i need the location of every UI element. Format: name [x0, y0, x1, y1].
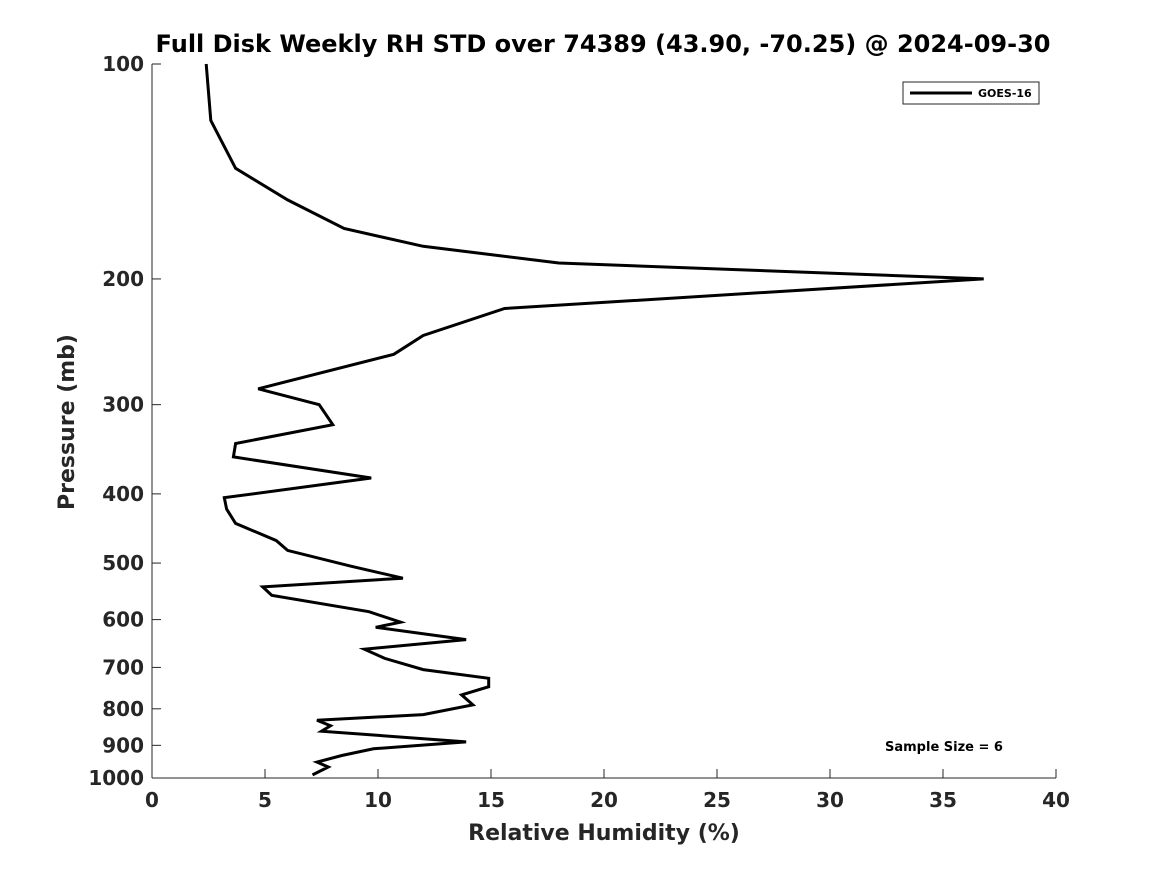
- y-tick-label: 400: [102, 482, 144, 506]
- x-tick-label: 5: [258, 788, 272, 812]
- x-tick-label: 30: [816, 788, 844, 812]
- sample-size-annotation: Sample Size = 6: [885, 740, 1003, 755]
- chart-title: Full Disk Weekly RH STD over 74389 (43.9…: [156, 30, 1051, 58]
- y-tick-label: 100: [102, 52, 144, 76]
- y-ticks: 100 200 300 400 500 600 700 800 900 1000: [88, 52, 161, 790]
- y-tick-label: 200: [102, 267, 144, 291]
- x-tick-label: 10: [364, 788, 392, 812]
- y-tick-label: 800: [102, 697, 144, 721]
- x-tick-label: 25: [703, 788, 731, 812]
- x-tick-label: 15: [477, 788, 505, 812]
- x-tick-label: 20: [590, 788, 618, 812]
- y-tick-label: 600: [102, 608, 144, 632]
- x-tick-label: 0: [145, 788, 159, 812]
- y-tick-label: 300: [102, 393, 144, 417]
- legend-label: GOES-16: [978, 87, 1032, 100]
- x-axis-label: Relative Humidity (%): [468, 821, 740, 846]
- series-layer: [204, 63, 984, 777]
- y-tick-label: 500: [102, 551, 144, 575]
- series-line-0: [204, 63, 984, 777]
- y-tick-label: 1000: [88, 766, 144, 790]
- x-ticks: 0 5 10 15 20 25 30 35 40: [145, 769, 1070, 812]
- y-axis-label: Pressure (mb): [55, 334, 80, 510]
- x-tick-label: 35: [929, 788, 957, 812]
- x-tick-label: 40: [1042, 788, 1070, 812]
- y-tick-label: 900: [102, 733, 144, 757]
- y-tick-label: 700: [102, 655, 144, 679]
- legend: GOES-16: [902, 81, 1040, 105]
